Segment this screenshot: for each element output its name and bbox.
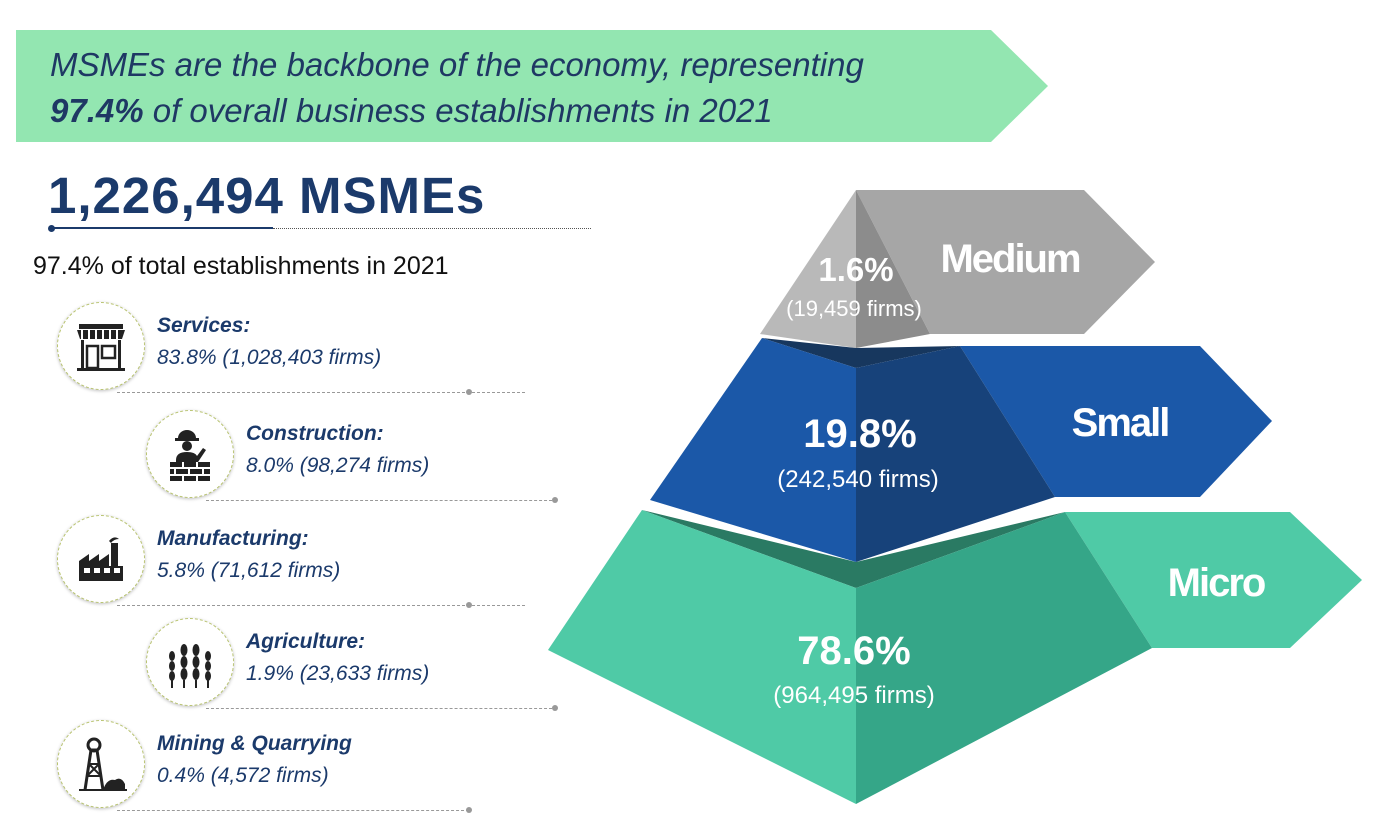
- banner-text: MSMEs are the backbone of the economy, r…: [50, 42, 864, 134]
- tier-top-micro: [642, 510, 1065, 588]
- tier-face-left-medium: [760, 190, 856, 348]
- sector-divider-dot: [552, 497, 558, 503]
- tier-label-micro: Micro: [1168, 561, 1265, 605]
- sector-icon-circle: [146, 410, 234, 498]
- storefront-icon: [77, 324, 125, 371]
- tier-arrow-medium: [856, 190, 1155, 334]
- tier-top-small: [762, 338, 960, 368]
- tier-label-medium: Medium: [940, 237, 1080, 281]
- sector-divider: [117, 392, 525, 393]
- sector-value: 5.8% (71,612 firms): [157, 559, 341, 582]
- tier-arrow-small: [960, 346, 1272, 497]
- sector-icon-circle: [146, 618, 234, 706]
- sector-name: Construction:: [246, 422, 384, 445]
- banner-highlight: 97.4%: [50, 92, 144, 129]
- sector-value: 0.4% (4,572 firms): [157, 764, 329, 787]
- sector-divider-dot: [466, 389, 472, 395]
- tier-face-left-small: [650, 338, 856, 562]
- sector-divider: [206, 500, 552, 501]
- sector-icon-circle: [57, 515, 145, 603]
- mine-headframe-icon: [79, 737, 127, 791]
- sector-divider-dot: [552, 705, 558, 711]
- pyramid-tier-medium: Medium 1.6% (19,459 firms): [760, 190, 1155, 348]
- tier-firms-small: (242,540 firms): [777, 466, 938, 493]
- sector-divider: [117, 605, 525, 606]
- total-subtitle: 97.4% of total establishments in 2021: [33, 252, 449, 280]
- tier-face-right-medium: [856, 190, 930, 348]
- tier-percent-medium: 1.6%: [818, 251, 893, 288]
- sector-divider-dot: [466, 602, 472, 608]
- banner-line-2: 97.4% of overall business establishments…: [50, 88, 864, 134]
- factory-icon: [79, 537, 123, 581]
- sector-name: Manufacturing:: [157, 527, 309, 550]
- sector-divider-dot: [466, 807, 472, 813]
- tier-face-right-small: [856, 346, 1055, 562]
- sector-divider: [206, 708, 552, 709]
- headline-banner: MSMEs are the backbone of the economy, r…: [16, 30, 1050, 142]
- sector-name: Mining & Quarrying: [157, 732, 352, 755]
- headline-dotted-rule: [273, 228, 591, 229]
- sector-name: Services:: [157, 314, 251, 337]
- tier-firms-micro: (964,495 firms): [773, 682, 934, 709]
- tier-percent-micro: 78.6%: [797, 629, 910, 673]
- tier-percent-small: 19.8%: [803, 412, 916, 456]
- tier-arrow-micro: [1065, 512, 1362, 648]
- sector-icon-circle: [57, 720, 145, 808]
- banner-line-1: MSMEs are the backbone of the economy, r…: [50, 46, 864, 83]
- tier-label-small: Small: [1072, 401, 1169, 445]
- sector-value: 83.8% (1,028,403 firms): [157, 346, 382, 369]
- banner-arrow-shape: [16, 30, 1048, 142]
- total-msmes-headline: 1,226,494 MSMEs: [48, 167, 486, 224]
- headline-underline: [51, 227, 273, 229]
- construction-worker-icon: [170, 430, 210, 481]
- pyramid-tier-micro: Micro 78.6% (964,495 firms): [548, 510, 1362, 804]
- sector-value: 1.9% (23,633 firms): [246, 662, 430, 685]
- banner-line-2-rest: of overall business establishments in 20…: [143, 92, 773, 129]
- tier-firms-medium: (19,459 firms): [786, 296, 922, 321]
- tier-face-right-micro: [856, 512, 1152, 804]
- sector-value: 8.0% (98,274 firms): [246, 454, 430, 477]
- wheat-icon: [169, 644, 211, 688]
- sector-name: Agriculture:: [246, 630, 366, 653]
- sector-icon-circle: [57, 302, 145, 390]
- sector-divider: [117, 810, 469, 811]
- pyramid-tier-small: Small 19.8% (242,540 firms): [650, 338, 1272, 562]
- tier-face-left-micro: [548, 510, 856, 804]
- headline-rule-dot: [48, 225, 55, 232]
